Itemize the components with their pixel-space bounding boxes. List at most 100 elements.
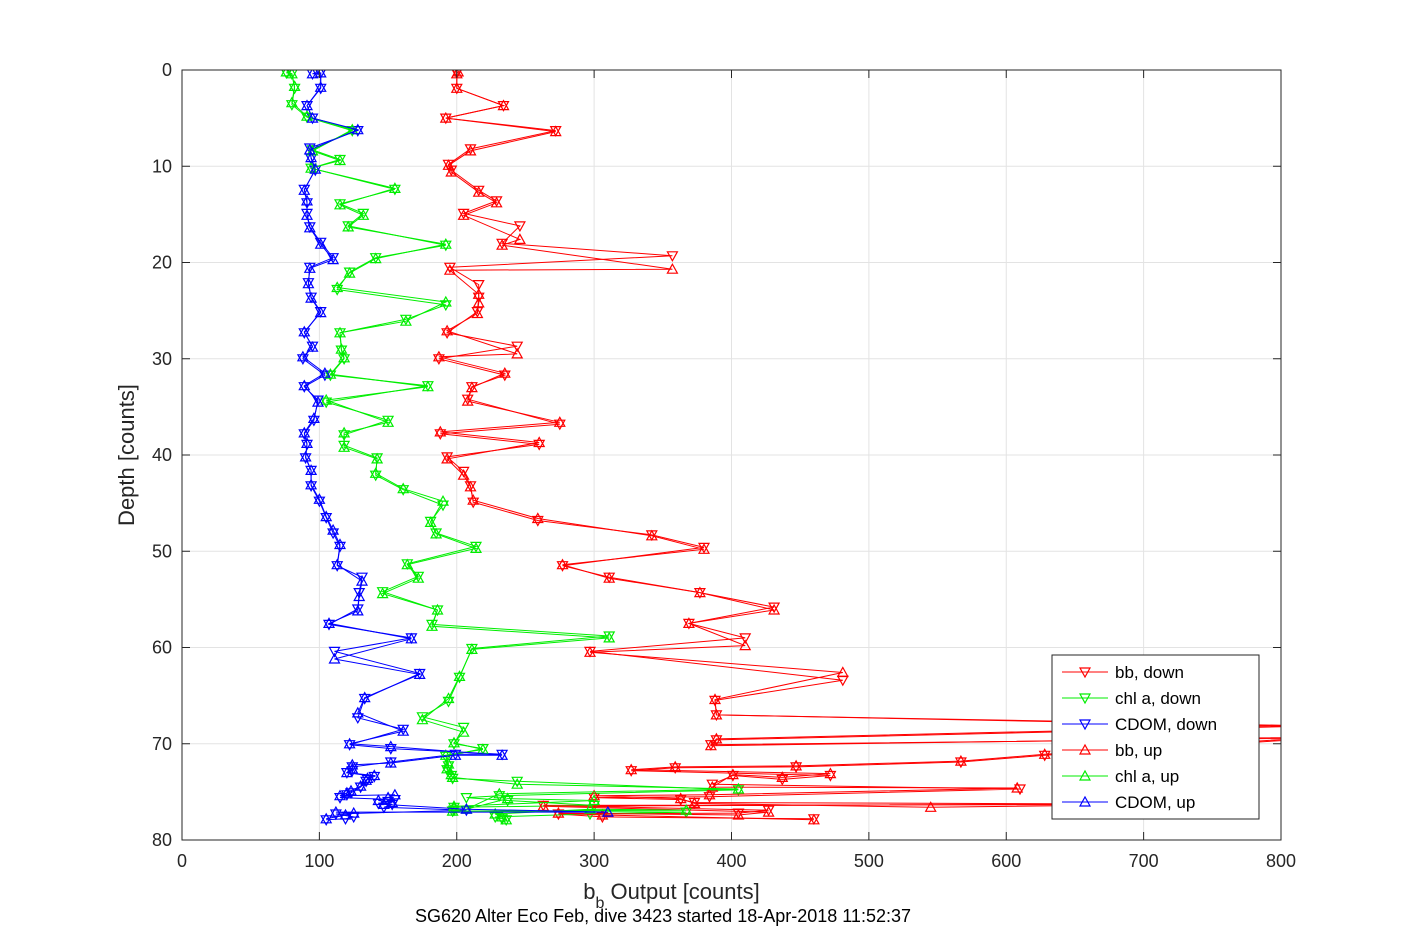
data-point <box>824 767 837 779</box>
data-point <box>465 643 478 655</box>
data-point <box>471 307 484 319</box>
data-point <box>397 724 410 736</box>
data-point <box>320 512 333 524</box>
data-point <box>457 209 470 220</box>
data-point <box>496 814 509 826</box>
data-point <box>601 805 614 817</box>
data-point <box>314 70 327 78</box>
data-point <box>708 693 722 705</box>
x-tick-label: 0 <box>177 851 187 871</box>
x-axis-title: bb Output [counts] <box>583 879 759 912</box>
data-point <box>441 452 454 464</box>
data-point <box>498 366 511 378</box>
data-point <box>376 587 389 599</box>
legend-marker <box>1078 693 1092 705</box>
data-point <box>298 379 311 391</box>
data-point <box>583 646 597 657</box>
x-tick-label: 100 <box>304 851 334 871</box>
data-point <box>824 770 837 782</box>
data-point <box>338 354 351 366</box>
data-point <box>333 792 347 804</box>
series-chl-a-up <box>280 70 745 825</box>
data-point <box>447 736 461 748</box>
data-point <box>807 813 820 825</box>
data-point <box>513 221 526 233</box>
data-point <box>314 81 327 92</box>
data-point <box>703 788 716 800</box>
data-point <box>674 794 687 806</box>
data-point <box>333 154 347 166</box>
data-point <box>300 439 314 451</box>
data-point <box>351 713 364 725</box>
data-point <box>343 266 356 278</box>
data-point <box>954 757 967 769</box>
data-point <box>344 788 358 800</box>
series-cdom-up <box>296 70 614 824</box>
data-point <box>307 415 320 427</box>
y-axis-title: Depth [counts] <box>114 384 139 526</box>
data-point <box>305 478 318 490</box>
data-point <box>790 762 803 774</box>
data-point <box>461 394 474 406</box>
data-point <box>296 354 309 366</box>
data-point <box>726 768 739 780</box>
data-point <box>680 807 693 819</box>
data-point <box>338 351 351 363</box>
data-point <box>299 450 312 462</box>
data-point <box>303 221 316 233</box>
data-point <box>432 350 445 362</box>
data-point <box>553 419 566 431</box>
data-point <box>344 784 358 796</box>
data-point <box>441 328 454 340</box>
data-point <box>298 382 311 393</box>
data-point <box>436 494 450 506</box>
data-point <box>331 558 344 570</box>
data-point <box>449 749 462 760</box>
data-point <box>388 788 401 800</box>
data-point <box>399 314 412 326</box>
data-point <box>311 395 325 407</box>
data-point <box>331 281 344 293</box>
data-point <box>457 722 470 734</box>
data-point <box>288 80 301 92</box>
data-point <box>388 184 401 196</box>
data-point <box>313 496 326 508</box>
x-tick-label: 700 <box>1129 851 1159 871</box>
data-point <box>357 209 370 220</box>
data-point <box>447 739 461 751</box>
legend-item: CDOM, down <box>1062 715 1217 734</box>
legend-box <box>1051 654 1260 820</box>
data-point <box>430 527 443 539</box>
data-point <box>300 194 314 206</box>
data-point <box>732 785 745 797</box>
data-point <box>313 493 326 504</box>
data-point <box>472 296 485 308</box>
legend-marker <box>1078 743 1092 755</box>
data-point <box>531 515 544 527</box>
data-point <box>710 732 723 744</box>
data-point <box>384 740 397 752</box>
data-point <box>384 743 397 755</box>
data-point <box>549 125 562 137</box>
data-point <box>314 306 327 318</box>
data-point <box>338 441 351 452</box>
data-point <box>355 574 369 586</box>
data-point <box>467 493 480 505</box>
data-point <box>457 725 470 737</box>
data-point <box>371 452 384 464</box>
data-point <box>303 262 316 273</box>
data-point <box>340 786 353 798</box>
data-point <box>511 347 524 359</box>
data-point <box>351 123 364 135</box>
data-point <box>441 324 454 336</box>
data-point <box>588 794 601 806</box>
data-point <box>401 558 414 570</box>
data-point <box>706 780 719 792</box>
data-point <box>421 380 434 392</box>
data-point <box>768 602 781 614</box>
data-point <box>358 691 371 703</box>
data-point <box>1038 750 1051 762</box>
data-point <box>674 792 687 804</box>
data-point <box>340 766 353 778</box>
data-point <box>603 631 616 643</box>
